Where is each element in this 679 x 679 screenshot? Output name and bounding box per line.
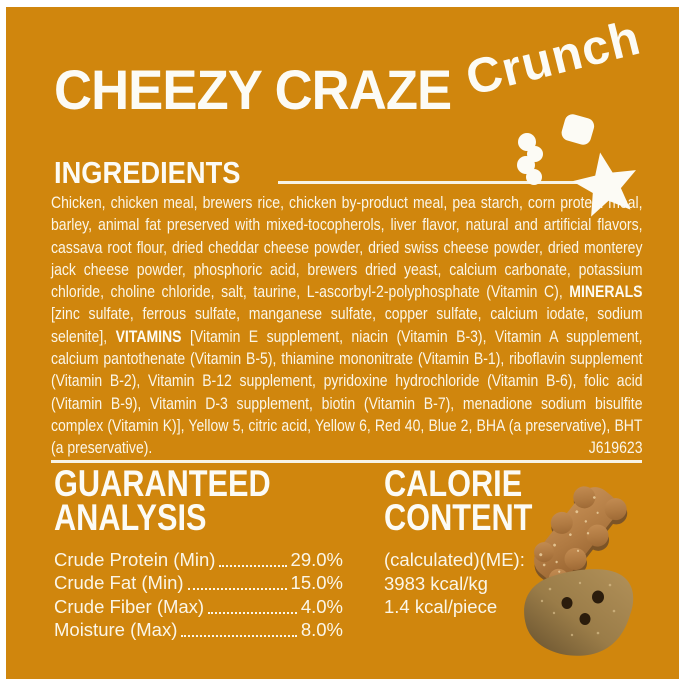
ingredients-seg1: Chicken, chicken meal, brewers rice, chi…	[51, 193, 643, 302]
dot-leader	[187, 588, 287, 590]
star-treat-icon	[572, 152, 636, 217]
cc-heading-line2: CONTENT	[384, 497, 533, 538]
row-value: 8.0%	[300, 619, 343, 640]
treats-photo	[524, 486, 634, 656]
dot-leader	[208, 611, 297, 614]
row-label: Crude Fiber (Max)	[54, 595, 205, 617]
holed-treat	[524, 569, 634, 656]
orange-label-panel: CHEEZY CRAZE Crunch INGREDIENTS Chicken,…	[6, 7, 679, 679]
calorie-per-kg: 3983 kcal/kg	[384, 572, 488, 594]
ingredients-text: Chicken, chicken meal, brewers rice, chi…	[51, 192, 643, 460]
row-label: Moisture (Max)	[54, 619, 178, 640]
cc-heading-line1: CALORIE	[384, 463, 523, 504]
vitamins-label: VITAMINS	[115, 326, 182, 346]
ingredients-seg3: [Vitamin E supplement, niacin (Vitamin B…	[51, 326, 643, 458]
ga-heading-line2: ANALYSIS	[54, 497, 207, 538]
product-subtitle: Crunch	[460, 10, 646, 107]
row-label: Crude Protein (Min)	[54, 548, 216, 570]
calorie-basis: (calculated)(ME):	[384, 549, 525, 570]
row-value: 4.0%	[300, 595, 343, 617]
calorie-per-piece: 1.4 kcal/piece	[384, 596, 498, 617]
row-value: 29.0%	[290, 548, 343, 570]
guaranteed-analysis-heading: GUARANTEED ANALYSIS	[54, 465, 271, 538]
dot-leader	[219, 564, 287, 567]
square-treat-icon	[561, 114, 595, 145]
row-label: Crude Fat (Min)	[54, 572, 184, 593]
lot-code: J619623	[588, 438, 643, 458]
table-row: Moisture (Max) 8.0%	[54, 618, 343, 642]
row-value: 15.0%	[290, 572, 343, 593]
product-name: CHEEZY CRAZE	[54, 58, 452, 121]
squiggle-treat-icon	[517, 133, 543, 185]
ingredients-heading: INGREDIENTS	[54, 155, 241, 190]
section-divider	[51, 460, 642, 463]
table-row: Crude Fat (Min) 15.0%	[54, 571, 343, 595]
ingredients-seg2: [zinc sulfate, ferrous sulfate, manganes…	[51, 304, 643, 346]
ingredients-heading-rule	[278, 181, 608, 184]
table-row: Crude Protein (Min) 29.0%	[54, 547, 343, 571]
guaranteed-analysis-table: Crude Protein (Min) 29.0% Crude Fat (Min…	[54, 547, 343, 641]
treat-glyph-cluster	[517, 114, 636, 217]
ga-heading-line1: GUARANTEED	[54, 463, 271, 504]
dot-leader	[181, 635, 297, 637]
minerals-label: MINERALS	[569, 282, 643, 302]
calorie-content-values: (calculated)(ME): 3983 kcal/kg 1.4 kcal/…	[384, 548, 525, 619]
calorie-content-heading: CALORIE CONTENT	[384, 465, 533, 538]
table-row: Crude Fiber (Max) 4.0%	[54, 594, 343, 618]
